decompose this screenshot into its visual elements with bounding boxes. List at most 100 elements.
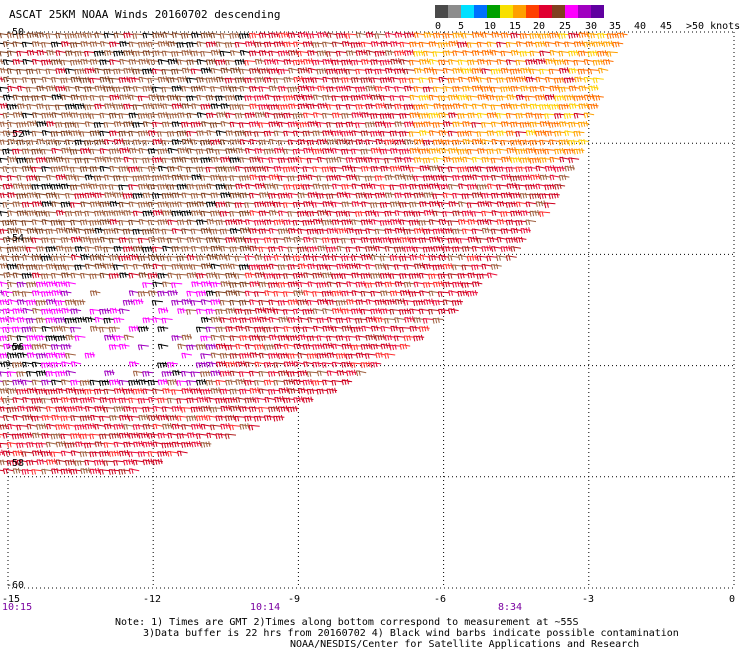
wind-barb: [389, 200, 401, 208]
wind-barb: [103, 317, 115, 324]
wind-barb: [316, 49, 328, 57]
wind-barb: [292, 219, 304, 226]
wind-barb: [132, 86, 144, 92]
wind-barb: [335, 67, 347, 75]
wind-barb: [12, 290, 24, 297]
wind-barb: [268, 31, 280, 39]
wind-barb: [350, 237, 362, 244]
wind-barb: [177, 201, 188, 208]
wind-barb: [360, 165, 372, 172]
wind-barb: [229, 156, 241, 164]
wind-barb: [6, 50, 18, 57]
wind-barb: [525, 40, 537, 48]
wind-barb: [244, 202, 256, 209]
wind-barb: [219, 352, 231, 359]
wind-barb: [457, 94, 469, 101]
wind-barb: [331, 219, 343, 226]
wind-barb: [472, 174, 483, 181]
wind-barb: [181, 67, 193, 74]
wind-barb: [12, 414, 24, 421]
wind-barb: [245, 325, 256, 332]
wind-barb: [375, 138, 386, 145]
wind-barb: [500, 50, 512, 57]
wind-barb: [558, 86, 570, 93]
wind-barb: [316, 352, 328, 360]
wind-barb: [432, 263, 444, 271]
wind-barb: [558, 103, 570, 111]
wind-barb: [487, 201, 498, 208]
wind-barb: [389, 130, 401, 137]
wind-barb: [268, 173, 280, 181]
wind-barb: [505, 112, 517, 119]
wind-barb: [89, 77, 101, 84]
wind-barb: [36, 245, 47, 253]
wind-barb: [335, 121, 347, 129]
wind-barb: [277, 121, 289, 128]
wind-barb: [41, 111, 53, 119]
wind-barb: [225, 379, 237, 386]
wind-barb: [70, 432, 82, 440]
scale-swatch: [526, 5, 539, 18]
wind-barb: [210, 86, 222, 93]
wind-barb: [210, 209, 222, 217]
wind-barb: [422, 245, 434, 253]
wind-barb: [398, 148, 411, 155]
wind-barb: [16, 281, 28, 288]
wind-barb: [0, 121, 9, 128]
wind-barb: [234, 415, 246, 422]
wind-barb: [399, 130, 411, 137]
wind-barb: [559, 120, 570, 128]
wind-barb: [312, 343, 324, 351]
wind-barb: [176, 237, 188, 244]
wind-barb: [0, 423, 9, 430]
wind-barb: [7, 334, 18, 341]
wind-barb: [109, 200, 120, 208]
wind-barb: [186, 290, 198, 297]
wind-barb: [438, 201, 449, 208]
wind-barb: [399, 343, 411, 350]
wind-barb: [578, 138, 589, 146]
wind-barb: [35, 264, 47, 271]
wind-barb: [322, 41, 333, 48]
wind-barb: [341, 218, 353, 226]
wind-barb: [45, 351, 57, 359]
wind-barb: [480, 122, 493, 128]
wind-barb: [248, 120, 260, 128]
wind-barb: [244, 343, 256, 350]
wind-barb: [99, 272, 111, 279]
wind-barb: [477, 77, 488, 83]
wind-barb: [89, 289, 101, 297]
wind-barb: [50, 272, 62, 279]
wind-barb: [375, 245, 386, 252]
scale-swatch: [461, 5, 474, 18]
wind-barb: [292, 130, 304, 137]
wind-barb: [254, 397, 266, 404]
wind-barb: [16, 388, 28, 395]
wind-barb: [423, 31, 434, 39]
wind-barb: [428, 94, 440, 101]
wind-barb: [148, 93, 159, 101]
wind-barb: [341, 308, 353, 315]
wind-barb: [351, 130, 362, 137]
wind-barb: [326, 104, 338, 110]
wind-barb: [142, 102, 154, 110]
wind-barb: [177, 165, 188, 172]
wind-barb: [0, 175, 9, 181]
wind-barb: [481, 49, 493, 56]
wind-barb: [109, 94, 120, 101]
wind-barb: [326, 281, 338, 288]
wind-barb: [370, 325, 382, 332]
wind-barbs: [0, 31, 628, 475]
wind-barb: [379, 219, 391, 227]
wind-barb: [292, 308, 304, 315]
wind-barb: [128, 325, 140, 333]
wind-barb: [128, 184, 140, 191]
wind-barb: [573, 40, 585, 48]
wind-barb: [239, 157, 251, 164]
wind-barb: [171, 173, 183, 181]
wind-barb: [166, 361, 178, 368]
wind-barb: [535, 200, 546, 208]
wind-barb: [50, 183, 62, 190]
wind-barb: [21, 451, 33, 458]
wind-barb: [196, 254, 207, 262]
